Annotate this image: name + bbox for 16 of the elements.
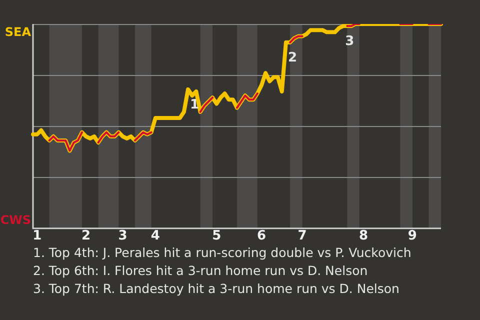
x-tick-label: 8 (358, 228, 368, 244)
text: 3. Top 7th: R. Landestoy hit a 3-run home run vs D. Nelson (33, 280, 400, 298)
x-tick-label: 6 (256, 228, 266, 244)
annotation: 2 (288, 50, 298, 66)
x-tick-label: 4 (150, 228, 160, 244)
x-tick-label: 1 (32, 228, 42, 244)
text: SEA (4, 25, 31, 39)
annotation: 3 (345, 34, 354, 49)
text: CWS (0, 213, 31, 228)
x-tick-label: 5 (212, 228, 222, 244)
x-tick-label: 7 (298, 228, 307, 244)
x-tick-label: 2 (82, 228, 91, 244)
x-tick-label: 3 (118, 228, 128, 244)
x-tick-label: 9 (408, 228, 417, 244)
text: 1. Top 4th: J. Perales hit a run-scoring double vs P. Vuckovich (33, 244, 412, 262)
text: 2. Top 6th: I. Flores hit a 3-run home run vs D. Nelson (33, 262, 369, 280)
